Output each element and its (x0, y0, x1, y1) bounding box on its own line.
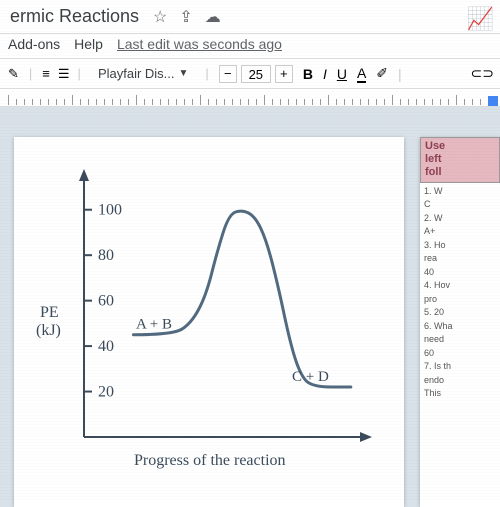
document-title: ermic Reactions (10, 6, 139, 27)
indent-icon[interactable]: ☰ (58, 66, 68, 82)
font-size-control: − 25 + (219, 65, 293, 83)
side-list: 1. W C2. W A+3. Ho rea 404. Hov pro5. 20… (420, 183, 500, 403)
svg-text:C + D: C + D (292, 369, 329, 385)
cloud-icon[interactable]: ☁ (205, 7, 221, 27)
svg-text:Progress of the reaction: Progress of the reaction (134, 452, 286, 469)
document-page: 20 40 60 80 100 PE(kJ) Progress of the reactio… (14, 137, 404, 507)
move-icon[interactable]: ⇪ (179, 7, 192, 27)
size-plus-button[interactable]: + (275, 65, 293, 83)
svg-text:(kJ): (kJ) (36, 322, 61, 339)
document-area: 20 40 60 80 100 PE(kJ) Progress of the reactio… (0, 107, 500, 497)
svg-text:PE: PE (40, 304, 59, 321)
toolbar: ✎ | ≡ ☰ | Playfair Dis... ▼ | − 25 + B I… (0, 58, 500, 89)
size-minus-button[interactable]: − (219, 65, 237, 83)
font-selector[interactable]: Playfair Dis... ▼ (91, 63, 195, 84)
italic-button[interactable]: I (323, 66, 327, 82)
side-header: Useleftfoll (420, 137, 500, 183)
align-icon[interactable]: ≡ (42, 66, 48, 81)
chart-svg: 20 40 60 80 100 PE(kJ) Progress of the reactio… (34, 157, 384, 477)
header-icons: ☆ ⇪ ☁ (153, 7, 221, 27)
bold-button[interactable]: B (303, 66, 313, 82)
highlight-icon[interactable]: ✎ (8, 66, 19, 82)
svg-text:40: 40 (98, 338, 114, 355)
svg-text:A + B: A + B (136, 317, 172, 333)
underline-button[interactable]: U (337, 66, 347, 82)
font-name: Playfair Dis... (98, 66, 175, 81)
side-page: Useleftfoll 1. W C2. W A+3. Ho rea 404. … (420, 137, 500, 507)
svg-text:100: 100 (98, 202, 122, 219)
ruler[interactable] (0, 89, 500, 107)
menu-bar: Add-ons Help Last edit was seconds ago (0, 34, 500, 58)
menu-addons[interactable]: Add-ons (8, 36, 60, 52)
trend-icon[interactable]: 📈 (467, 6, 494, 32)
chevron-down-icon: ▼ (179, 68, 189, 79)
paint-icon[interactable]: ✐ (376, 65, 388, 82)
font-size-value[interactable]: 25 (241, 65, 271, 83)
star-icon[interactable]: ☆ (153, 7, 167, 27)
ruler-tab-marker[interactable] (488, 96, 498, 106)
format-buttons: B I U A ✐ | (303, 65, 402, 83)
edit-status[interactable]: Last edit was seconds ago (117, 36, 282, 52)
svg-text:80: 80 (98, 247, 114, 264)
svg-text:20: 20 (98, 384, 114, 401)
text-color-button[interactable]: A (357, 65, 366, 83)
svg-text:60: 60 (98, 293, 114, 310)
link-icon[interactable]: ⊂⊃ (471, 65, 494, 82)
menu-help[interactable]: Help (74, 36, 103, 52)
header-bar: ermic Reactions ☆ ⇪ ☁ 📈 (0, 0, 500, 34)
energy-chart: 20 40 60 80 100 PE(kJ) Progress of the reactio… (34, 157, 384, 477)
